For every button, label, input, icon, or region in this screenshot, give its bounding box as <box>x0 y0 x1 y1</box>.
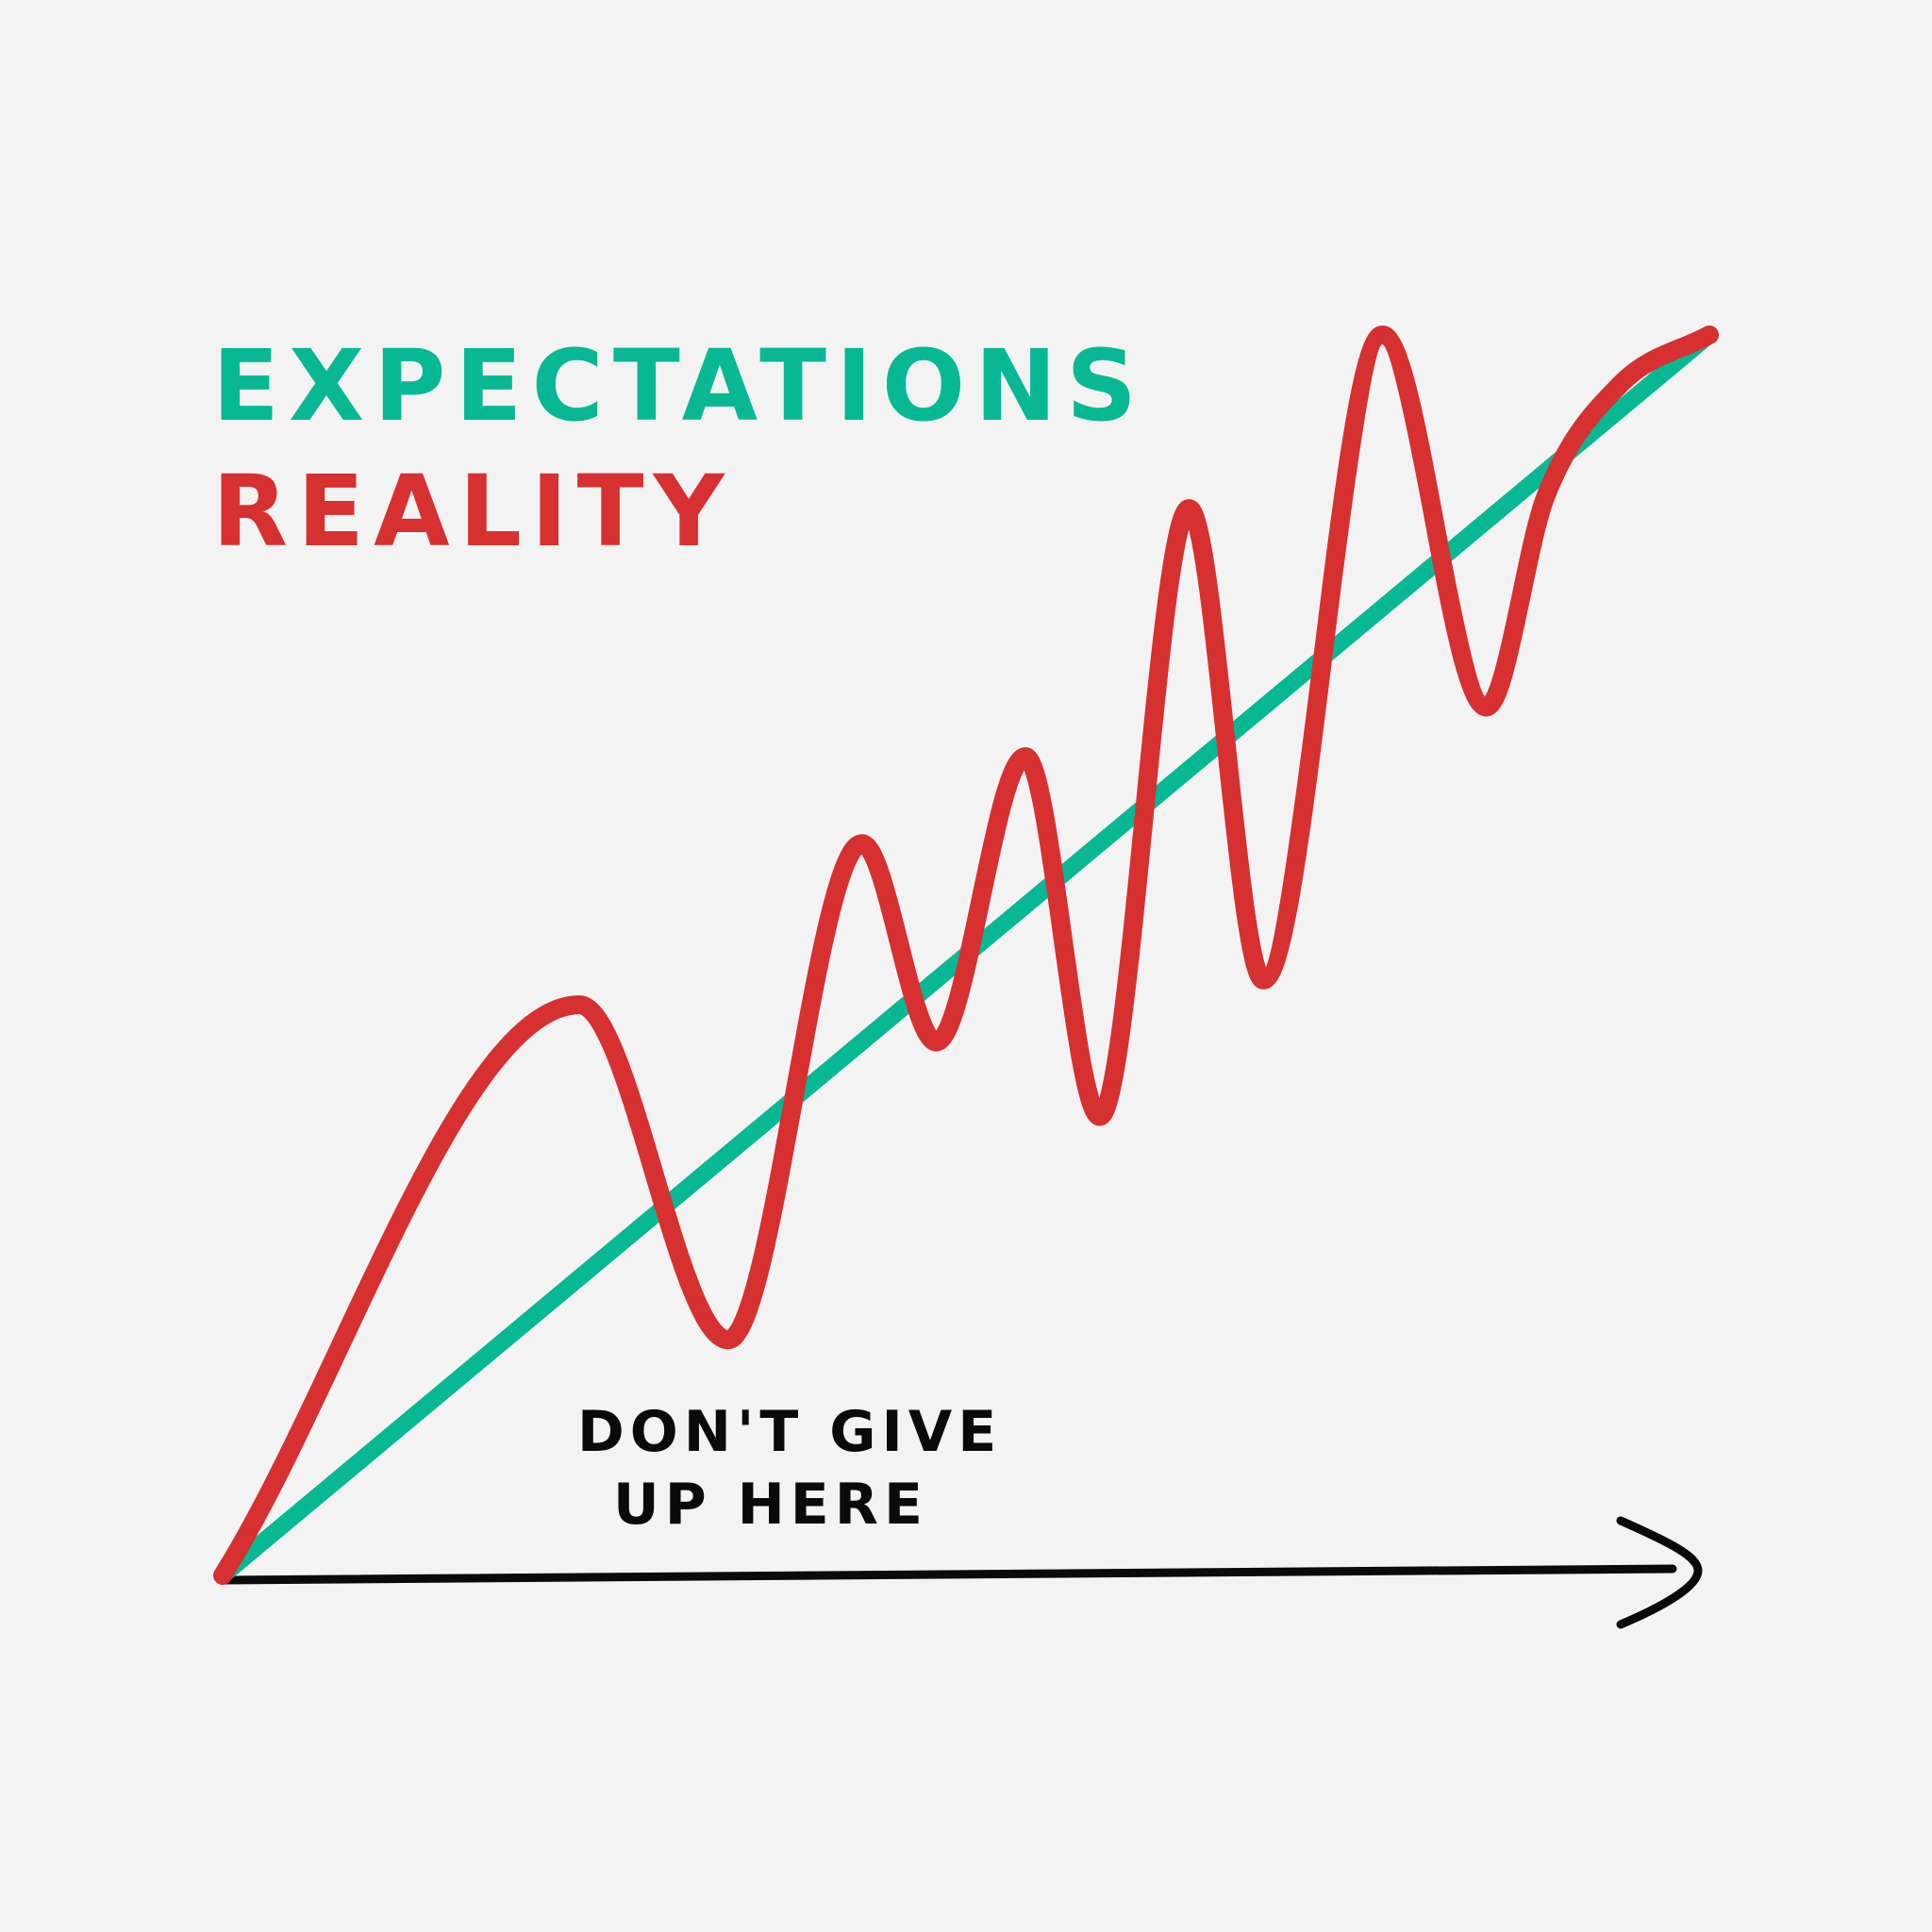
legend-expectations-label: EXPECTATIONS <box>212 328 1146 443</box>
x-axis <box>218 1516 1703 1629</box>
x-axis-arrowhead <box>1616 1516 1703 1629</box>
x-axis-line <box>218 1564 1677 1585</box>
reality-line <box>213 325 1719 1585</box>
legend-reality-label: REALITY <box>212 454 734 569</box>
annotation-line-2: UP HERE <box>613 1472 928 1538</box>
annotation-line-1: DON'T GIVE <box>577 1399 1002 1465</box>
